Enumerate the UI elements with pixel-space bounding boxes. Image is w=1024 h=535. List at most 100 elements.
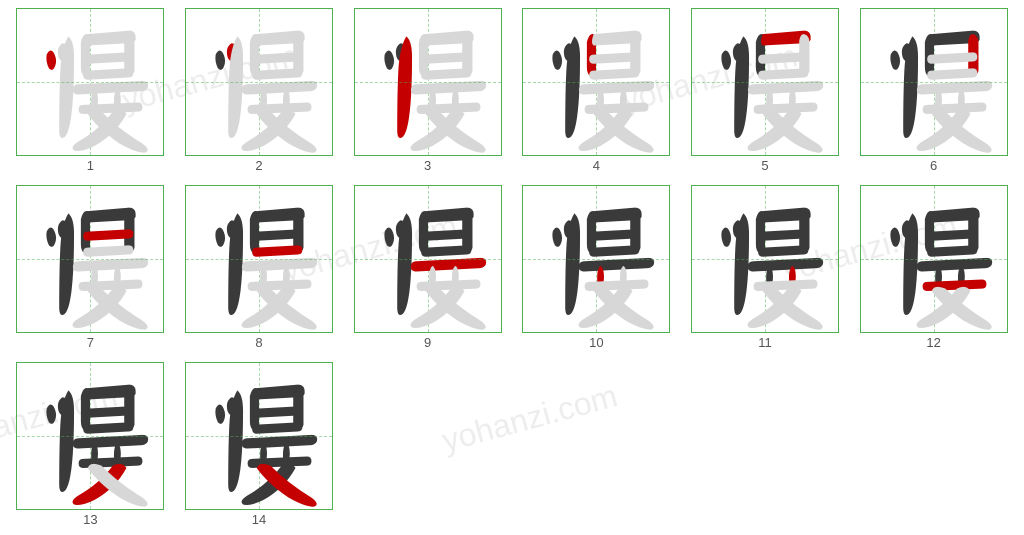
stroke-9: [748, 81, 823, 95]
stroke-1: [553, 51, 563, 70]
stroke-8: [252, 422, 302, 433]
stroke-1: [721, 228, 731, 247]
stroke-12: [754, 103, 818, 114]
step-number: 7: [87, 335, 94, 350]
stroke-12: [922, 103, 986, 114]
stroke-9: [242, 258, 317, 272]
stroke-9: [73, 81, 148, 95]
step-number: 12: [926, 335, 940, 350]
stroke-step-cell: 5: [687, 8, 844, 173]
stroke-12: [585, 280, 649, 291]
step-number: 5: [761, 158, 768, 173]
char-box: [354, 185, 502, 333]
stroke-8: [927, 68, 977, 79]
stroke-9: [242, 81, 317, 95]
char-glyph: [17, 9, 163, 155]
step-number: 14: [252, 512, 266, 527]
stroke-12: [754, 280, 818, 291]
stroke-8: [421, 245, 471, 256]
stroke-8: [758, 68, 808, 79]
stroke-12: [79, 280, 143, 291]
char-box: [185, 362, 333, 510]
stroke-12: [922, 280, 986, 291]
stroke-step-cell: 10: [518, 185, 675, 350]
char-glyph: [355, 9, 501, 155]
stroke-1: [890, 51, 900, 70]
step-number: 4: [593, 158, 600, 173]
stroke-9: [411, 81, 486, 95]
char-box: [691, 8, 839, 156]
stroke-12: [416, 103, 480, 114]
stroke-9: [73, 258, 148, 272]
stroke-8: [83, 245, 133, 256]
stroke-1: [384, 228, 394, 247]
char-box: [185, 185, 333, 333]
stroke-12: [416, 280, 480, 291]
char-box: [522, 8, 670, 156]
stroke-step-cell: 6: [855, 8, 1012, 173]
stroke-1: [384, 51, 394, 70]
step-number: 10: [589, 335, 603, 350]
stroke-step-cell: 11: [687, 185, 844, 350]
stroke-9: [579, 81, 654, 95]
stroke-9: [917, 258, 992, 272]
char-box: [16, 362, 164, 510]
stroke-1: [215, 228, 225, 247]
char-glyph: [523, 186, 669, 332]
char-glyph: [17, 186, 163, 332]
stroke-9: [917, 81, 992, 95]
stroke-step-cell: 3: [349, 8, 506, 173]
stroke-8: [421, 68, 471, 79]
stroke-1: [47, 51, 57, 70]
stroke-9: [242, 435, 317, 449]
stroke-8: [758, 245, 808, 256]
stroke-1: [553, 228, 563, 247]
char-glyph: [186, 9, 332, 155]
char-glyph: [186, 186, 332, 332]
char-box: [16, 185, 164, 333]
step-number: 9: [424, 335, 431, 350]
char-box: [16, 8, 164, 156]
stroke-8: [589, 245, 639, 256]
stroke-12: [248, 457, 312, 468]
stroke-step-cell: 14: [181, 362, 338, 527]
char-glyph: [355, 186, 501, 332]
char-glyph: [523, 9, 669, 155]
stroke-1: [47, 228, 57, 247]
stroke-1: [47, 405, 57, 424]
stroke-step-cell: 1: [12, 8, 169, 173]
char-box: [185, 8, 333, 156]
char-glyph: [861, 9, 1007, 155]
stroke-order-grid: 1234567891011121314: [0, 0, 1024, 535]
stroke-9: [411, 258, 486, 272]
step-number: 3: [424, 158, 431, 173]
char-box: [860, 8, 1008, 156]
step-number: 2: [255, 158, 262, 173]
step-number: 8: [255, 335, 262, 350]
stroke-9: [579, 258, 654, 272]
char-box: [860, 185, 1008, 333]
step-number: 13: [83, 512, 97, 527]
stroke-step-cell: 13: [12, 362, 169, 527]
char-glyph: [692, 9, 838, 155]
char-glyph: [186, 363, 332, 509]
stroke-1: [890, 228, 900, 247]
stroke-1: [215, 51, 225, 70]
char-glyph: [17, 363, 163, 509]
char-box: [354, 8, 502, 156]
stroke-1: [721, 51, 731, 70]
stroke-12: [248, 103, 312, 114]
stroke-8: [83, 68, 133, 79]
stroke-9: [73, 435, 148, 449]
char-box: [522, 185, 670, 333]
stroke-9: [748, 258, 823, 272]
step-number: 1: [87, 158, 94, 173]
stroke-8: [83, 422, 133, 433]
stroke-step-cell: 2: [181, 8, 338, 173]
stroke-1: [215, 405, 225, 424]
stroke-step-cell: 7: [12, 185, 169, 350]
stroke-step-cell: 12: [855, 185, 1012, 350]
stroke-12: [585, 103, 649, 114]
char-box: [691, 185, 839, 333]
stroke-step-cell: 4: [518, 8, 675, 173]
